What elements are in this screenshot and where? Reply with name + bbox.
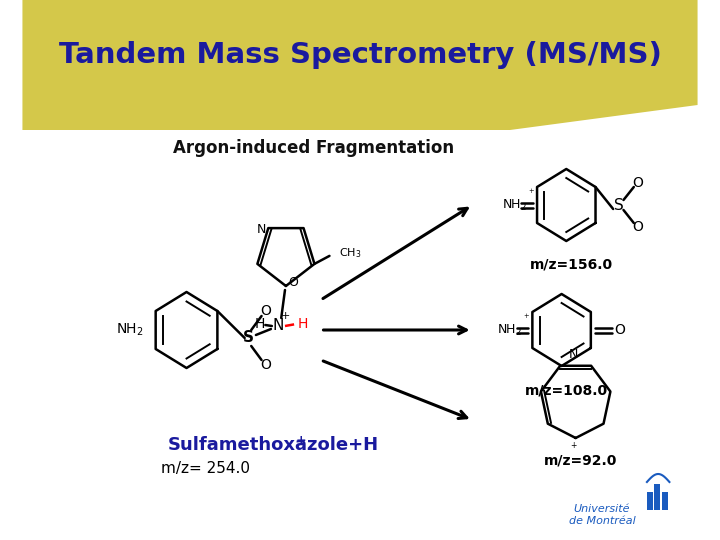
Text: m/z=156.0: m/z=156.0 [529, 258, 613, 272]
Text: O: O [260, 304, 271, 318]
Text: O: O [632, 220, 643, 234]
Text: O: O [614, 323, 625, 337]
Text: CH$_3$: CH$_3$ [339, 246, 361, 260]
Bar [662, 492, 667, 510]
Text: Sulfamethoxazole+H: Sulfamethoxazole+H [168, 436, 379, 454]
Text: $^+$: $^+$ [526, 188, 535, 198]
Text: NH$_2$: NH$_2$ [498, 322, 522, 338]
Text: O: O [288, 276, 297, 289]
Text: NH$_2$: NH$_2$ [117, 322, 144, 338]
Text: O: O [632, 176, 643, 190]
Polygon shape [22, 0, 698, 130]
Text: O: O [260, 358, 271, 372]
Text: N: N [257, 222, 266, 235]
Text: Argon-induced Fragmentation: Argon-induced Fragmentation [173, 139, 454, 157]
Text: m/z=92.0: m/z=92.0 [544, 453, 617, 467]
Text: N: N [273, 319, 284, 334]
Text: N: N [569, 348, 578, 361]
Text: $^+$: $^+$ [570, 441, 578, 451]
Text: +: + [282, 311, 291, 321]
Text: +: + [295, 434, 306, 447]
Text: H: H [297, 317, 308, 331]
Text: NH$_2$: NH$_2$ [502, 198, 527, 213]
Text: m/z= 254.0: m/z= 254.0 [161, 461, 250, 476]
Text: Université
de Montréal: Université de Montréal [569, 504, 635, 526]
Text: $^+$: $^+$ [522, 313, 530, 323]
Bar [654, 484, 660, 510]
Text: S: S [614, 198, 624, 213]
Text: S: S [243, 330, 254, 346]
Bar [647, 492, 652, 510]
Text: H: H [254, 317, 265, 331]
Text: m/z=108.0: m/z=108.0 [525, 383, 608, 397]
Text: Tandem Mass Spectrometry (MS/MS): Tandem Mass Spectrometry (MS/MS) [58, 41, 662, 69]
